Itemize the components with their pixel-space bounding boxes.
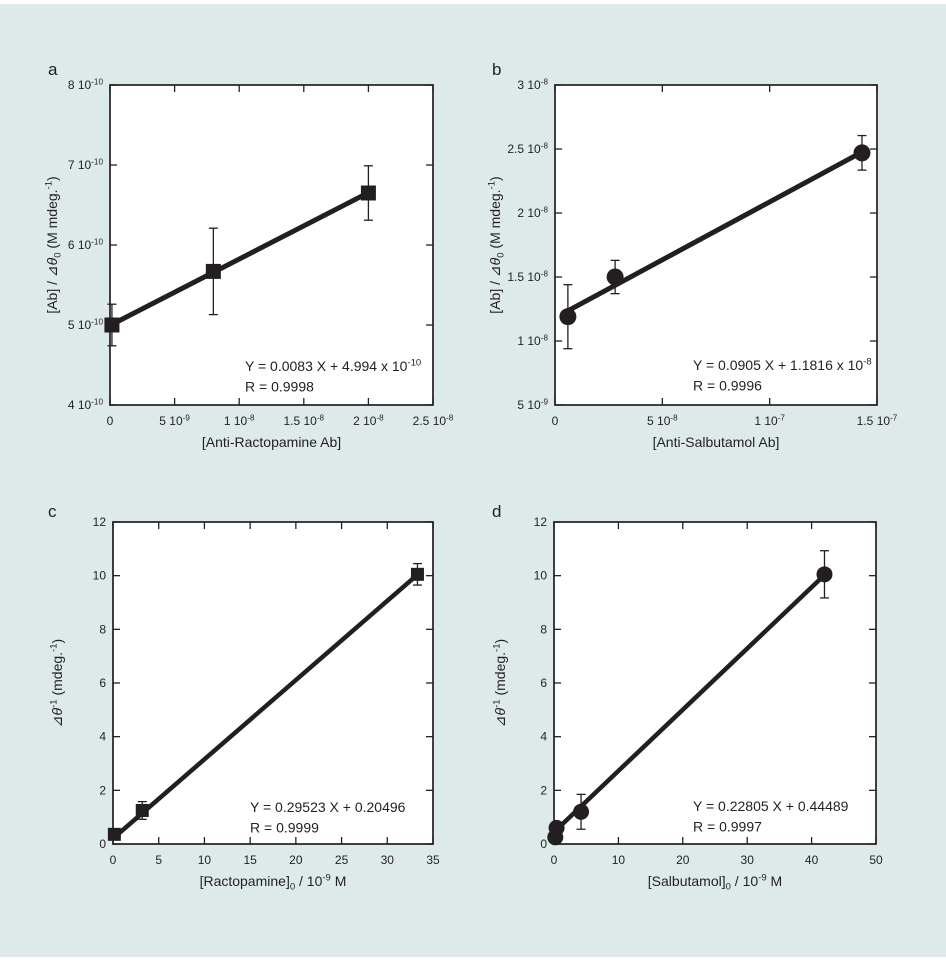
panel-a-data-point-square [205, 263, 221, 279]
y-tick-label: 8 [99, 622, 106, 636]
y-tick-label: 4 10-10 [68, 397, 104, 412]
panel-a: 0 5 10-9 1 10-8 1.5 10-8 2 10-8 2.5 10-8 4 10-… [44, 60, 454, 450]
panel-a-x-axis-label: [Anti-Ractopamine Ab] [202, 434, 341, 450]
panel-a-fit-equation: Y = 0.0083 X + 4.994 x 10-10 [245, 358, 421, 374]
panel-b-fit-r-value: R = 0.9996 [693, 378, 762, 394]
x-tick-label: 50 [869, 853, 883, 867]
x-tick-label: 30 [381, 853, 395, 867]
y-tick-label: 0 [540, 837, 547, 851]
panel-b-label: b [492, 60, 501, 79]
y-tick-label: 3 10-8 [517, 77, 548, 92]
y-tick-label: 1.5 10-8 [507, 269, 548, 284]
x-tick-label: 2.5 10-8 [413, 413, 454, 428]
panel-a-y-axis-label: [Ab] / ⊿θ0 (M mdeg.-1) [44, 176, 64, 313]
panel-d-data-point-circle [816, 566, 833, 583]
y-tick-label: 5 10-10 [68, 317, 104, 332]
x-tick-label: 0 [110, 853, 117, 867]
panel-b-data-point-circle [853, 144, 871, 162]
y-tick-label: 8 [540, 622, 547, 636]
x-tick-label: 15 [243, 853, 257, 867]
panel-b-frame [554, 84, 878, 406]
x-tick-label: 10 [612, 853, 626, 867]
y-tick-label: 1 10-8 [517, 333, 548, 348]
panel-c-fit-line [112, 572, 419, 840]
panel-c-label: c [48, 502, 57, 521]
x-tick-label: 1 10-8 [224, 413, 255, 428]
panel-a-label: a [48, 60, 58, 79]
panel-d-fit-r-value: R = 0.9997 [693, 819, 762, 835]
panel-b-x-axis-label: [Anti-Salbutamol Ab] [653, 434, 780, 450]
y-tick-label: 2 10-8 [517, 205, 548, 220]
panel-a-fit-r-value: R = 0.9998 [245, 379, 314, 395]
panel-c-fit-r-value: R = 0.9999 [250, 820, 319, 836]
panel-d-label: d [492, 502, 501, 521]
y-tick-label: 6 [99, 676, 106, 690]
panel-b-data-point-circle [606, 268, 624, 286]
y-tick-label: 6 [540, 676, 547, 690]
y-tick-label: 2.5 10-8 [507, 141, 548, 156]
panel-c-y-axis-label: ⊿θ-1 (mdeg.-1) [49, 639, 65, 727]
panel-c-fit-equation: Y = 0.29523 X + 0.20496 [250, 799, 406, 815]
panel-b-data-point-circle [559, 308, 577, 326]
panel-c: 0 5 10 15 20 25 30 35 0 2 4 6 8 10 12 [Ractopamine]0 / … [48, 502, 440, 893]
panel-c-data-point-square [107, 827, 121, 841]
panel-d-fit-line [553, 573, 827, 833]
panel-d: 0 10 20 30 40 50 0 2 4 6 8 10 12 [Salbutamol]0 / 10-9… [492, 502, 883, 893]
y-tick-label: 10 [534, 569, 548, 583]
y-tick-label: 12 [93, 515, 107, 529]
panel-d-data-point-circle [548, 819, 565, 836]
y-tick-label: 4 [99, 730, 106, 744]
x-tick-label: 1.5 10-8 [283, 413, 324, 428]
x-tick-label: 20 [676, 853, 690, 867]
x-tick-label: 30 [741, 853, 755, 867]
x-tick-label: 5 [155, 853, 162, 867]
x-tick-label: 40 [805, 853, 819, 867]
y-tick-label: 4 [540, 730, 547, 744]
panel-b-fit-equation: Y = 0.0905 X + 1.1816 x 10-8 [693, 357, 872, 373]
y-tick-label: 7 10-10 [68, 157, 104, 172]
panel-b-y-axis-label: [Ab] / ⊿θ0 (M mdeg.-1) [487, 176, 507, 313]
panel-b: 0 5 10-8 1 10-7 1.5 10-7 5 10-9 1 10-8 1.5 10-… [487, 60, 898, 450]
y-tick-label: 6 10-10 [68, 237, 104, 252]
x-tick-label: 20 [289, 853, 303, 867]
panel-a-fit-line [110, 190, 370, 327]
panel-a-data-point-square [104, 317, 120, 333]
y-tick-label: 0 [99, 837, 106, 851]
panel-d-data-point-circle [573, 803, 590, 820]
panel-d-y-axis-label: ⊿θ-1 (mdeg.-1) [492, 639, 508, 727]
x-tick-label: 0 [551, 853, 558, 867]
x-tick-label: 1.5 10-7 [857, 413, 898, 428]
panel-a-data-point-square [360, 185, 376, 201]
x-tick-label: 25 [335, 853, 349, 867]
x-tick-label: 1 10-7 [754, 413, 785, 428]
panel-d-fit-equation: Y = 0.22805 X + 0.44489 [693, 798, 849, 814]
panel-c-data-point-square [135, 803, 149, 817]
panel-c-data-point-square [410, 567, 424, 581]
x-tick-label: 0 [107, 414, 114, 428]
x-tick-label: 0 [552, 414, 559, 428]
panel-d-x-axis-label: [Salbutamol]0 / 10-9 M [648, 873, 782, 893]
y-tick-label: 8 10-10 [68, 77, 104, 92]
y-tick-label: 2 [99, 783, 106, 797]
panel-c-x-axis-label: [Ractopamine]0 / 10-9 M [200, 873, 347, 893]
x-tick-label: 5 10-8 [647, 413, 678, 428]
x-tick-label: 2 10-8 [353, 413, 384, 428]
y-tick-label: 2 [540, 783, 547, 797]
y-tick-label: 12 [534, 515, 548, 529]
y-tick-label: 10 [93, 569, 107, 583]
x-tick-label: 10 [198, 853, 212, 867]
x-tick-label: 5 10-9 [159, 413, 190, 428]
y-tick-label: 5 10-9 [517, 397, 548, 412]
x-tick-label: 35 [426, 853, 440, 867]
